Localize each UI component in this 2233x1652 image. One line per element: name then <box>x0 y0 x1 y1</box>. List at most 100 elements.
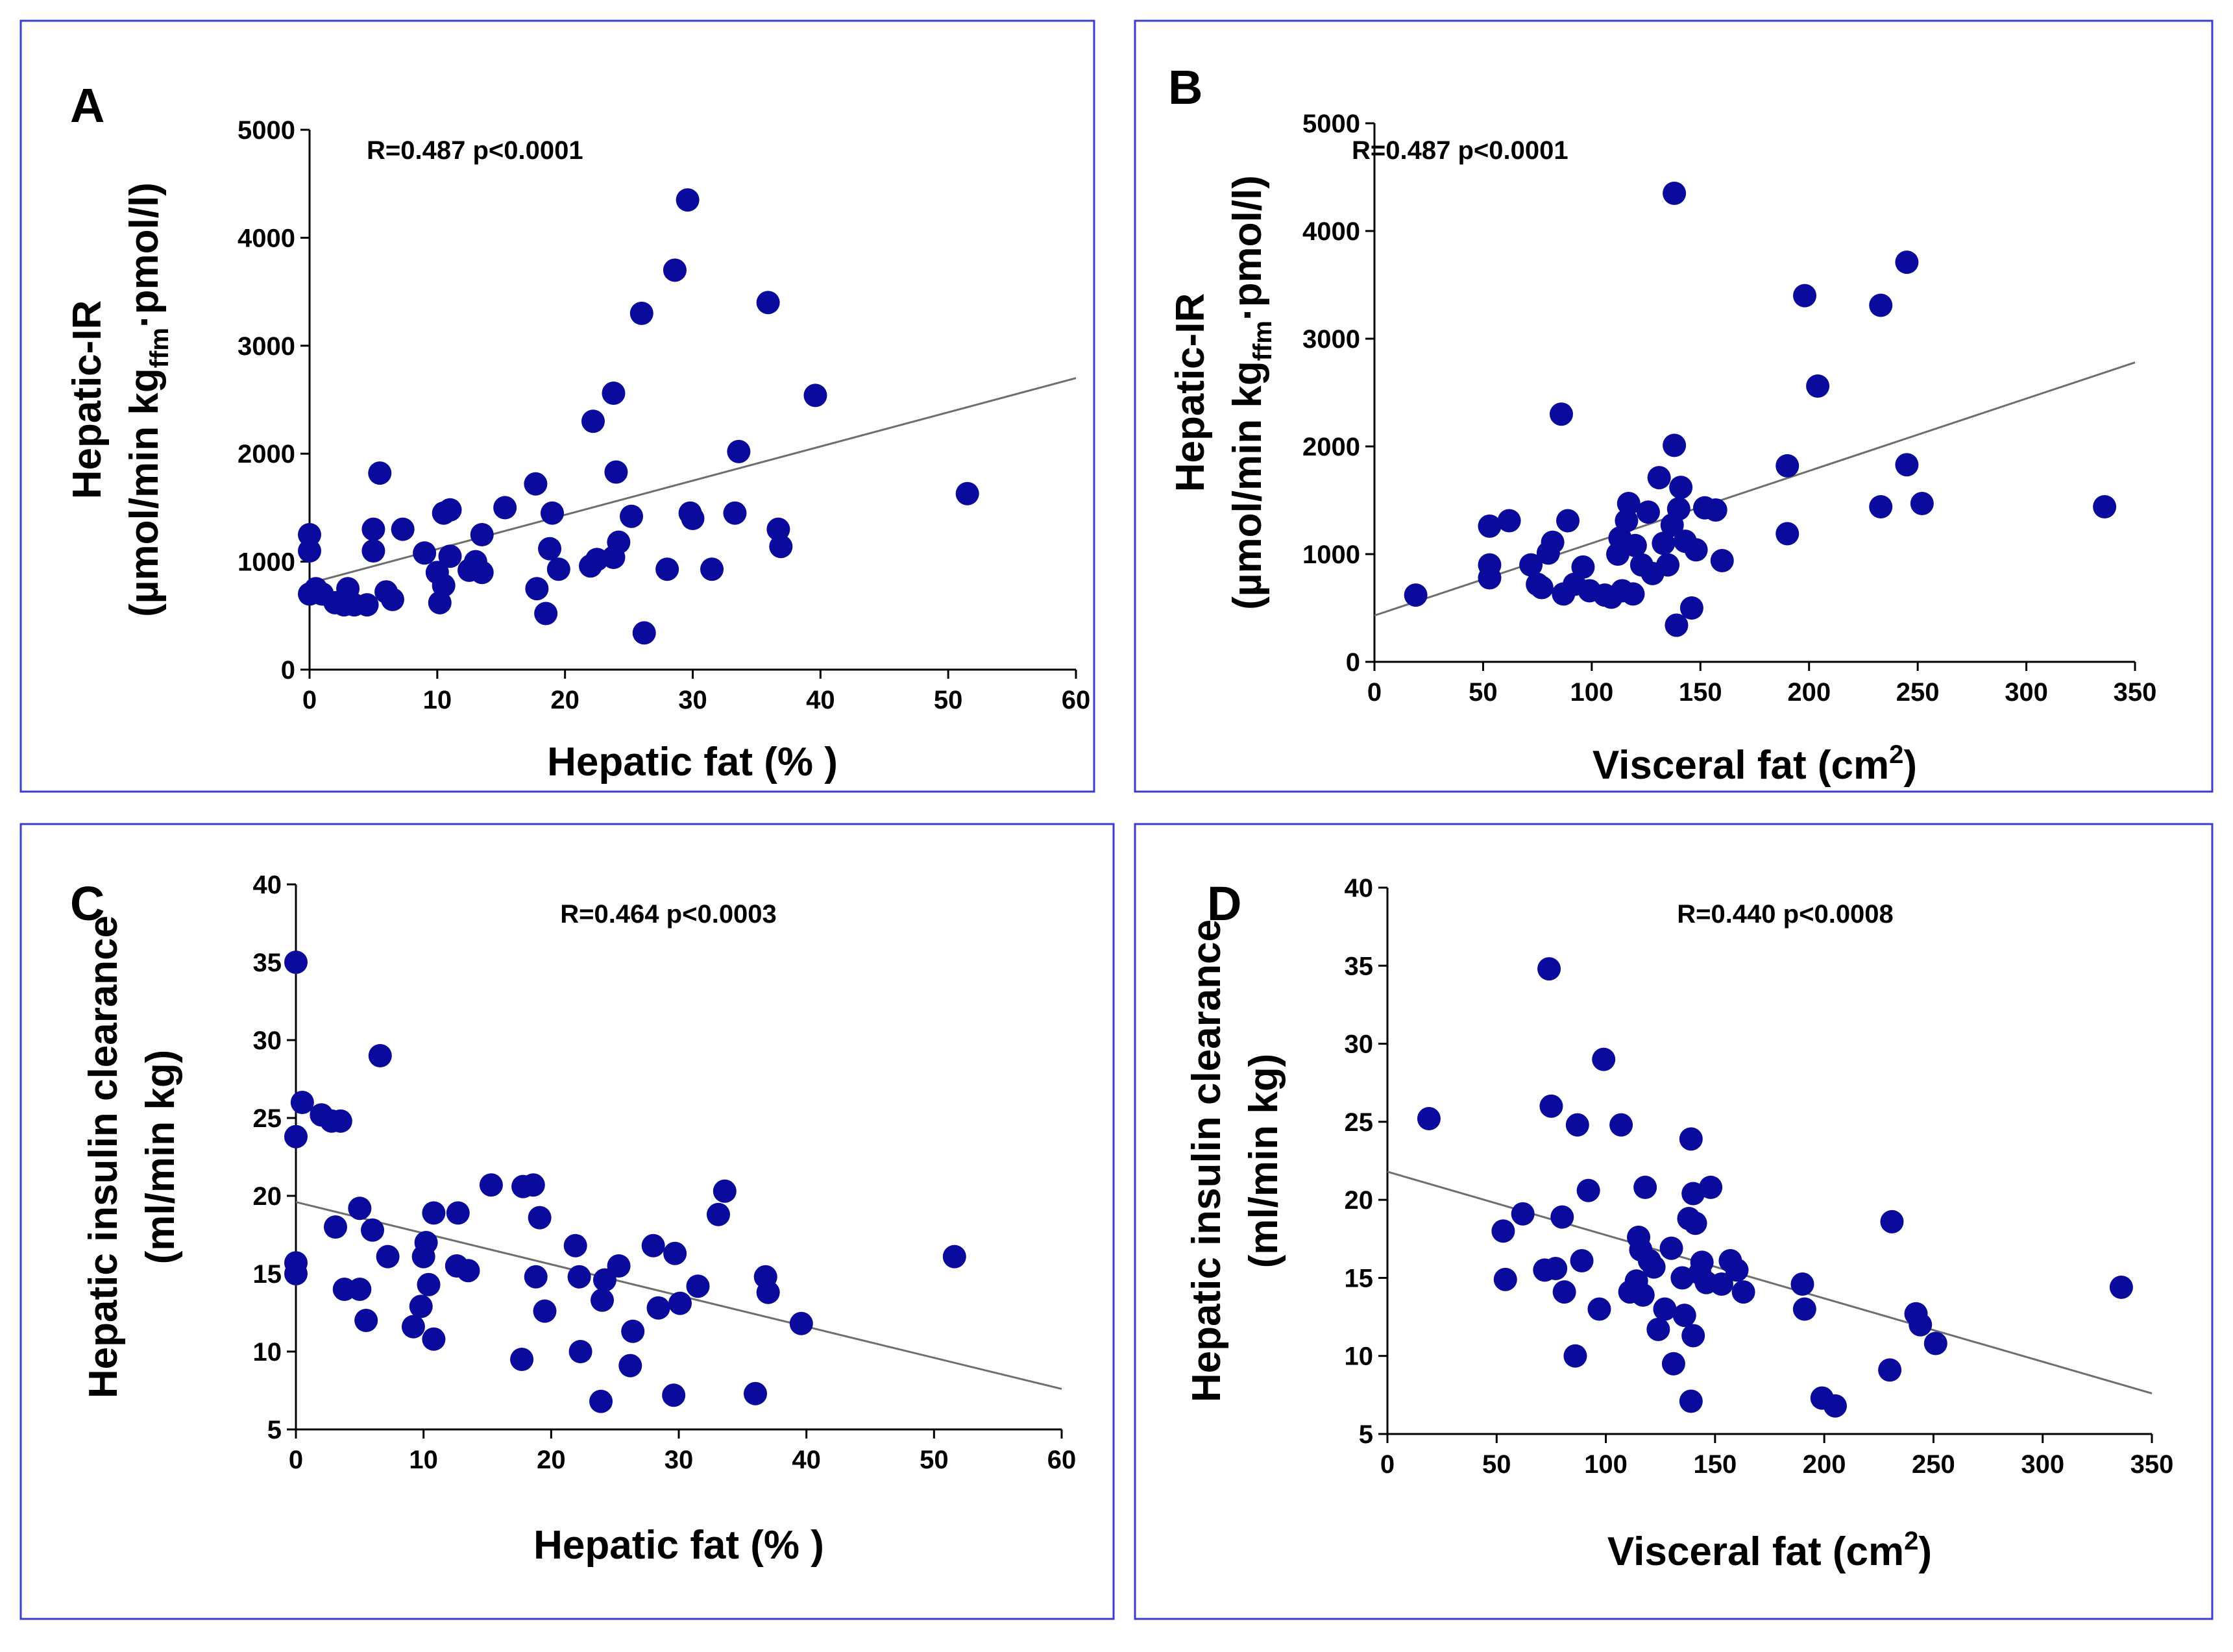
panel-c-y-tick-label: 40 <box>253 871 282 899</box>
panel-b-data-point <box>1615 509 1639 533</box>
panel-c-letter: C <box>70 877 104 930</box>
panel-a-data-point <box>756 291 780 315</box>
panel-d-y-tick-label: 15 <box>1345 1264 1374 1293</box>
panel-d-letter: D <box>1207 877 1241 930</box>
panel-d-x-tick-label: 100 <box>1584 1450 1628 1479</box>
panel-b-x-tick-label: 200 <box>1787 678 1831 707</box>
panel-d-data-point <box>1587 1297 1611 1321</box>
panel-d-data-point <box>1679 1389 1703 1413</box>
panel-d-x-title-end: ) <box>1918 1529 1932 1574</box>
panel-d-data-point <box>1661 1352 1685 1376</box>
panel-c-data-point <box>607 1254 631 1278</box>
panel-d-y-tick-label: 5 <box>1359 1420 1373 1449</box>
panel-a-data-point <box>413 541 437 565</box>
panel-a-data-point <box>727 439 751 463</box>
panel-d-data-point <box>1539 1094 1563 1118</box>
panel-b-data-point <box>1541 530 1565 554</box>
panel-a-data-point <box>391 517 415 541</box>
panel-d-data-point <box>1417 1107 1441 1131</box>
panel-d-data-point <box>1576 1178 1600 1202</box>
panel-b-y-tick-label: 4000 <box>1302 217 1360 246</box>
panel-a-y-title: Hepatic-IR <box>65 300 110 500</box>
panel-d-data-point <box>1909 1313 1933 1337</box>
panel-d-x-tick-label: 250 <box>1912 1450 1955 1479</box>
panel-a-data-point <box>540 501 564 525</box>
panel-d-x-tick-label: 350 <box>2130 1450 2174 1479</box>
panel-a-regression-line <box>309 377 1077 585</box>
panel-a-data-point <box>432 574 456 598</box>
panel-c-y-tick-label: 15 <box>253 1260 282 1289</box>
panel-c-data-point <box>663 1241 687 1265</box>
panel-d-data-point <box>1570 1248 1594 1272</box>
panel-c-x-tick-label: 40 <box>792 1446 821 1474</box>
panel-b-y-units-sub: ffm <box>1249 321 1277 361</box>
panel-c-data-point <box>290 1091 314 1114</box>
panel-b-border <box>1134 19 2214 793</box>
panel-b-data-point <box>1556 509 1580 533</box>
panel-c-data-point <box>567 1265 591 1289</box>
panel-d-data-point <box>1709 1272 1733 1296</box>
panel-d-data-point <box>1633 1175 1657 1199</box>
panel-d-data-point <box>1792 1297 1816 1321</box>
panel-c-data-point <box>591 1288 614 1312</box>
panel-b-y-units-post: ·pmol/l) <box>1225 175 1270 321</box>
panel-c-data-point <box>686 1274 710 1298</box>
panel-d-data-point <box>1679 1127 1703 1151</box>
panel-d-y-tick-label: 30 <box>1345 1030 1374 1059</box>
panel-d-data-point <box>1923 1331 1947 1355</box>
panel-a-y-units: (µmol/min kgffm·pmol/l) <box>122 182 174 617</box>
panel-d-data-point <box>1653 1297 1677 1321</box>
panel-b-data-point <box>1775 522 1800 546</box>
panel-c-data-point <box>284 951 308 974</box>
panel-b-x-tick-label: 150 <box>1679 678 1722 707</box>
panel-d-y-units: (ml/min kg) <box>1241 1054 1286 1269</box>
panel-c-x-tick-label: 60 <box>1047 1446 1077 1474</box>
panel-c-y-title: Hepatic insulin clearance <box>81 916 126 1398</box>
panel-c-y-tick-label: 30 <box>253 1026 282 1055</box>
panel-a-y-tick-label: 4000 <box>238 224 295 252</box>
panel-a-data-point <box>663 258 687 282</box>
panel-b-data-point <box>1710 548 1734 572</box>
panel-b-stat-label: R=0.487 p<0.0001 <box>1352 136 1568 165</box>
panel-d-y-tick-label: 20 <box>1345 1186 1374 1215</box>
panel-c-y-units-text: (ml/min kg) <box>138 1050 183 1265</box>
panel-b-y-tick-label: 2000 <box>1302 433 1360 461</box>
panel-a-x-tick-label: 40 <box>806 686 835 714</box>
panel-b-data-point <box>1684 538 1708 562</box>
panel-b-data-point <box>1806 374 1830 398</box>
panel-c-data-point <box>284 1124 308 1148</box>
panel-d-data-point <box>1683 1211 1707 1235</box>
panel-c-x-tick-label: 50 <box>920 1446 949 1474</box>
panel-d-data-point <box>1493 1267 1517 1291</box>
panel-b-data-point <box>1621 582 1645 606</box>
panel-d-data-point <box>1672 1304 1696 1328</box>
panel-a-data-point <box>361 517 385 541</box>
panel-b-data-point <box>1869 494 1893 518</box>
panel-c-data-point <box>756 1280 780 1304</box>
panel-a-y-tick-label: 2000 <box>238 440 295 468</box>
panel-c-data-point <box>646 1296 670 1320</box>
panel-c-data-point <box>568 1340 592 1363</box>
panel-a-data-point <box>546 557 570 581</box>
panel-a-data-point <box>604 460 628 484</box>
panel-a-data-point <box>538 537 562 561</box>
panel-d-data-point <box>1670 1266 1694 1290</box>
panel-d-data-point <box>1552 1280 1576 1304</box>
panel-a-x-tick-label: 50 <box>934 686 963 714</box>
panel-b-data-point <box>1519 553 1543 577</box>
panel-b-x-tick-label: 300 <box>2005 678 2048 707</box>
panel-a-y-tick-label: 5000 <box>238 116 295 145</box>
panel-b-data-point <box>1895 453 1919 477</box>
panel-b-x-title: Visceral fat (cm2) <box>1592 740 1917 788</box>
panel-c-data-point <box>354 1309 378 1332</box>
panel-d-y-tick-label: 35 <box>1345 952 1374 980</box>
panel-c-data-point <box>621 1319 645 1343</box>
panel-a-data-point <box>534 601 558 626</box>
panel-b-y-tick-label: 3000 <box>1302 325 1360 354</box>
panel-b-data-point <box>1571 555 1595 579</box>
panel-c-data-point <box>618 1354 642 1378</box>
panel-c-data-point <box>533 1299 557 1323</box>
panel-a-data-point <box>355 593 379 617</box>
panel-a-data-point <box>493 496 517 520</box>
